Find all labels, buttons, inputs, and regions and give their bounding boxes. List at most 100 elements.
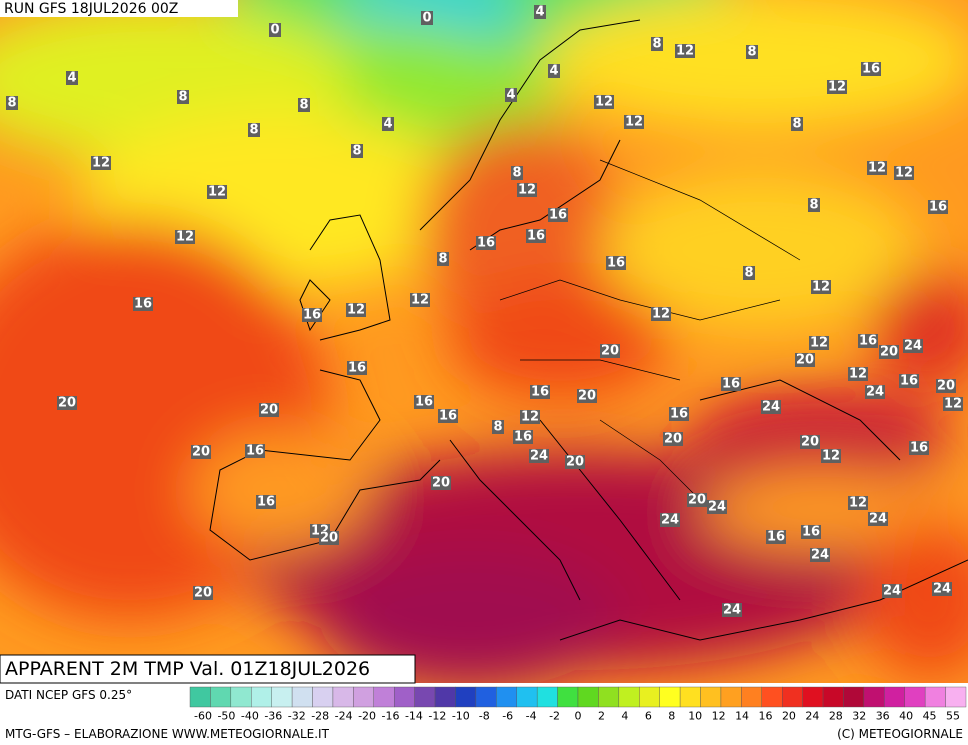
colorbar-tick-label: -10: [452, 710, 470, 723]
credit-label: MTG-GFS – ELABORAZIONE WWW.METEOGIORNALE…: [5, 727, 330, 741]
map-labels: 0 0 4 4 8 8 8 4 4 8 12 8 16 12 12 12 8 8 4 8 12 12 12 12 8 12 8 16 1…: [6, 5, 963, 618]
colorbar-tick-label: 45: [923, 710, 937, 723]
label-box: [269, 23, 281, 37]
map-label: 16: [348, 361, 366, 376]
map-label: 8: [512, 166, 521, 181]
colorbar: -60 -50 -40 -36 -32 -28 -24 -20 -16 -14 -12 -10 -8 -6…: [189, 686, 967, 723]
label-box: [346, 303, 366, 317]
label-box: [909, 441, 929, 455]
colorbar-tick-label: 0: [575, 710, 582, 723]
colorbar-tick-label: -24: [335, 710, 353, 723]
map-label: 16: [859, 334, 877, 349]
label-box: [505, 88, 517, 102]
label-box: [766, 530, 786, 544]
label-box: [879, 345, 899, 359]
map-label: 20: [432, 476, 450, 491]
label-box: [302, 308, 322, 322]
label-box: [513, 430, 533, 444]
colorbar-cell: [230, 686, 252, 708]
colorbar-tick-label: -40: [241, 710, 259, 723]
label-box: [191, 445, 211, 459]
colorbar-cell: [924, 686, 946, 708]
colorbar-tick-label: 36: [876, 710, 890, 723]
label-box: [624, 115, 644, 129]
map-label: 12: [828, 80, 846, 95]
label-box: [867, 161, 887, 175]
label-box: [548, 208, 568, 222]
colorbar-cell: [496, 686, 517, 708]
label-box: [259, 403, 279, 417]
label-box: [437, 252, 449, 266]
label-box: [865, 385, 885, 399]
colorbar-cell: [271, 686, 293, 708]
label-box: [660, 513, 680, 527]
label-box: [91, 156, 111, 170]
label-box: [175, 230, 195, 244]
map-label: 24: [530, 449, 548, 464]
map-label: 8: [7, 96, 16, 111]
colorbar-cell: [312, 686, 334, 708]
map-label: 12: [347, 303, 365, 318]
map-label: 16: [246, 444, 264, 459]
map-label: 4: [506, 88, 515, 103]
map-label: 16: [929, 200, 947, 215]
label-box: [511, 166, 523, 180]
colorbar-tick-label: 10: [688, 710, 702, 723]
map-label: 16: [439, 409, 457, 424]
map-label: 20: [688, 493, 706, 508]
map-label: 16: [257, 495, 275, 510]
map-label: 20: [566, 455, 584, 470]
label-box: [431, 476, 451, 490]
colorbar-cell: [189, 686, 211, 708]
colorbar-tick-label: -16: [382, 710, 400, 723]
map-label: 16: [531, 385, 549, 400]
map-label: 24: [869, 512, 887, 527]
label-box: [248, 123, 260, 137]
colorbar-cell: [598, 686, 620, 708]
colorbar-tick-label: 2: [598, 710, 605, 723]
source-label: DATI NCEP GFS 0.25°: [5, 688, 132, 702]
map-label: 12: [595, 95, 613, 110]
label-box: [414, 395, 434, 409]
colorbar-tick-label: 14: [735, 710, 749, 723]
colorbar-tick-label: 40: [899, 710, 913, 723]
label-box: [821, 449, 841, 463]
colorbar-cell: [251, 686, 272, 708]
label-box: [421, 11, 433, 25]
label-box: [687, 493, 707, 507]
map-label: 24: [661, 513, 679, 528]
label-box: [565, 455, 585, 469]
label-box: [133, 297, 153, 311]
label-box: [810, 548, 830, 562]
map-label: 12: [944, 397, 962, 412]
label-box: [943, 397, 963, 411]
map-label: 12: [822, 449, 840, 464]
label-box: [526, 229, 546, 243]
colorbar-cell: [455, 686, 477, 708]
colorbar-tick-label: -2: [549, 710, 560, 723]
colorbar-cell: [577, 686, 599, 708]
colorbar-cell: [863, 686, 885, 708]
label-box: [894, 166, 914, 180]
map-label: 0: [422, 11, 431, 26]
map-label: 16: [514, 430, 532, 445]
map-label: 24: [866, 385, 884, 400]
label-box: [600, 344, 620, 358]
colorbar-cell: [373, 686, 395, 708]
colorbar-tick-label: -12: [428, 710, 446, 723]
colorbar-cell: [210, 686, 232, 708]
label-box: [791, 117, 803, 131]
map-title: APPARENT 2M TMP Val. 01Z18JUL2026: [5, 658, 370, 680]
map-label: 8: [352, 144, 361, 159]
colorbar-cell: [700, 686, 722, 708]
map-label: 16: [134, 297, 152, 312]
map-label: 12: [895, 166, 913, 181]
map-label: 8: [493, 420, 502, 435]
map-label: 20: [880, 345, 898, 360]
map-label: 20: [937, 379, 955, 394]
label-box: [256, 495, 276, 509]
colorbar-tick-label: 32: [852, 710, 866, 723]
map-label: 8: [747, 45, 756, 60]
label-box: [347, 361, 367, 375]
